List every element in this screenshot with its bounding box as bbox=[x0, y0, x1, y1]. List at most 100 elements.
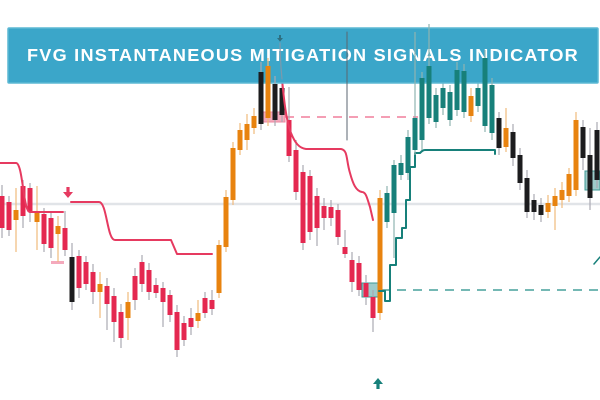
candle bbox=[55, 216, 61, 262]
candle-body bbox=[545, 203, 551, 212]
candle-body bbox=[489, 85, 495, 133]
candle bbox=[83, 256, 89, 290]
candle-body bbox=[552, 196, 558, 206]
candle-body bbox=[447, 92, 453, 120]
candle bbox=[118, 304, 124, 348]
candle-body bbox=[377, 198, 383, 313]
candle bbox=[13, 188, 19, 252]
candle-body bbox=[363, 283, 369, 297]
candle-body bbox=[97, 284, 103, 292]
candle-body bbox=[384, 193, 390, 222]
candle bbox=[265, 58, 271, 126]
candle-body bbox=[209, 300, 215, 309]
candle-body bbox=[391, 165, 397, 213]
candle bbox=[552, 188, 558, 230]
candle-body bbox=[13, 210, 19, 220]
candle bbox=[587, 128, 593, 210]
candle bbox=[545, 195, 551, 218]
candle bbox=[426, 24, 432, 124]
candle-body bbox=[349, 260, 355, 282]
candle-body bbox=[454, 70, 460, 110]
bear-trailing-stop-1 bbox=[0, 162, 64, 213]
candle-body bbox=[342, 247, 348, 254]
candle bbox=[62, 211, 68, 256]
candle-body bbox=[405, 137, 411, 173]
candle-body bbox=[55, 226, 61, 234]
candle-body bbox=[573, 120, 579, 190]
candle bbox=[468, 88, 474, 122]
candle-body bbox=[475, 88, 481, 106]
candle-body bbox=[328, 207, 334, 218]
candle-body bbox=[258, 72, 264, 124]
candle-body bbox=[531, 200, 537, 212]
candle-body bbox=[370, 297, 376, 318]
candle-body bbox=[482, 58, 488, 126]
candle-body bbox=[90, 272, 96, 292]
candle bbox=[461, 64, 467, 118]
signal-drop-link-line bbox=[279, 42, 283, 80]
candle bbox=[76, 250, 82, 298]
candle bbox=[489, 78, 495, 140]
candle bbox=[153, 278, 159, 298]
candle-body bbox=[517, 155, 523, 183]
candle bbox=[41, 208, 47, 252]
candle-body bbox=[146, 270, 152, 292]
candle-body bbox=[174, 312, 180, 350]
candle bbox=[510, 124, 516, 166]
candle-body bbox=[398, 163, 404, 175]
candle bbox=[34, 186, 40, 250]
candle-body bbox=[307, 176, 313, 232]
candle-body bbox=[62, 228, 68, 250]
candle bbox=[433, 88, 439, 128]
candle-body bbox=[426, 66, 432, 118]
candle-body bbox=[496, 118, 502, 148]
candle-body bbox=[34, 212, 40, 222]
candle bbox=[300, 165, 306, 250]
candle bbox=[594, 122, 600, 188]
candle-body bbox=[76, 256, 82, 288]
candle-body bbox=[237, 130, 243, 150]
candle-body bbox=[181, 323, 187, 340]
candle bbox=[524, 170, 530, 218]
candle-body bbox=[440, 88, 446, 108]
candle bbox=[216, 240, 222, 298]
candle bbox=[104, 278, 110, 330]
candle bbox=[482, 50, 488, 132]
candle-body bbox=[83, 262, 89, 284]
candle-body bbox=[27, 188, 33, 212]
candle-body bbox=[524, 178, 530, 212]
candle-body bbox=[566, 174, 572, 196]
candle-body bbox=[356, 263, 362, 290]
bear-trailing-stop-3 bbox=[281, 78, 374, 221]
candle-body bbox=[139, 262, 145, 284]
mini-sell-signal-arrow bbox=[277, 35, 284, 42]
candle-body bbox=[321, 206, 327, 218]
banner: FVG INSTANTANEOUS MITIGATION SIGNALS IND… bbox=[7, 27, 599, 84]
candle-body bbox=[111, 296, 117, 322]
candle-body bbox=[188, 318, 194, 327]
candle bbox=[0, 185, 5, 238]
new-bull-trail-start bbox=[593, 256, 600, 265]
candle bbox=[566, 168, 572, 202]
candle-body bbox=[132, 276, 138, 300]
candle bbox=[335, 204, 341, 245]
candle bbox=[167, 290, 173, 322]
candle bbox=[27, 183, 33, 222]
candle-body bbox=[160, 288, 166, 302]
candle-body bbox=[559, 190, 565, 200]
candle bbox=[69, 243, 75, 310]
candle-body bbox=[216, 245, 222, 293]
candle-body bbox=[538, 205, 544, 215]
candle bbox=[503, 108, 509, 152]
candle bbox=[454, 62, 460, 116]
candle-body bbox=[223, 197, 229, 247]
candle bbox=[447, 85, 453, 126]
candle-body bbox=[6, 202, 12, 230]
candle bbox=[391, 160, 397, 258]
candle bbox=[251, 108, 257, 134]
candle bbox=[209, 290, 215, 315]
candle bbox=[342, 230, 348, 258]
candle bbox=[321, 198, 327, 230]
banner-background bbox=[7, 27, 599, 84]
